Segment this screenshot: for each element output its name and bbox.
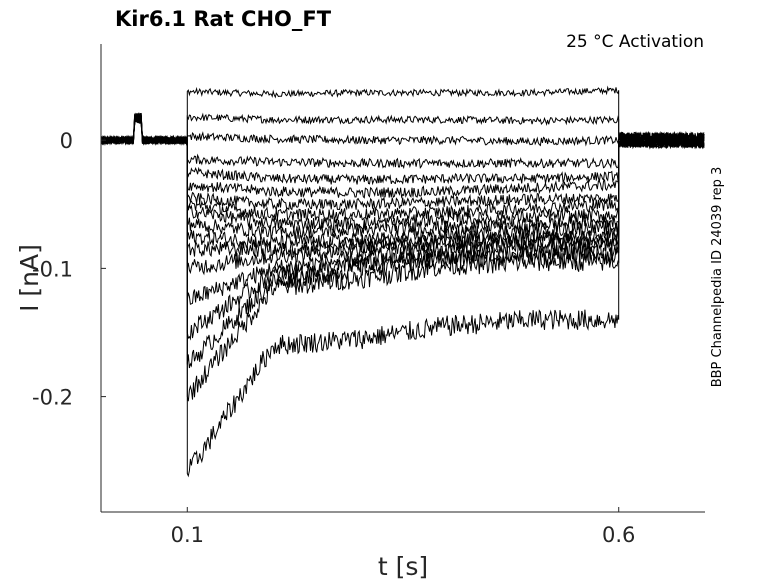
current-trace-12 [100,114,705,258]
current-trace-2 [100,112,705,148]
x-tick-label: 0.6 [602,523,635,547]
side-note: BBP Channelpedia ID 24039 rep 3 [710,167,725,388]
chart-title: Kir6.1 Rat CHO_FT [115,7,332,31]
current-trace-1 [100,85,705,148]
y-tick-group: 0 -0.1 -0.2 [32,129,106,410]
current-trace-10 [100,112,705,240]
current-trace-4 [100,113,705,170]
current-trace-16 [100,112,705,369]
current-trace-8 [100,113,705,223]
current-trace-6 [100,116,705,199]
x-tick-group: 0.1 0.6 [171,507,635,547]
y-tick-label: -0.1 [32,257,73,281]
x-tick-label: 0.1 [171,523,204,547]
x-axis-label: t [s] [378,552,428,581]
chart-subtitle: 25 °C Activation [566,32,704,52]
y-axis-label: I [nA] [15,244,44,312]
y-tick-label: -0.2 [32,386,73,410]
current-trace-18 [100,113,705,478]
current-trace-17 [100,113,705,402]
current-trace-9 [100,114,705,232]
current-trace-14 [100,114,705,305]
current-trace-11 [100,112,705,250]
current-trace-13 [100,112,705,276]
current-trace-5 [100,115,705,186]
y-tick-label: 0 [60,129,73,153]
trace-group [100,85,705,478]
current-trace-3 [100,112,705,150]
